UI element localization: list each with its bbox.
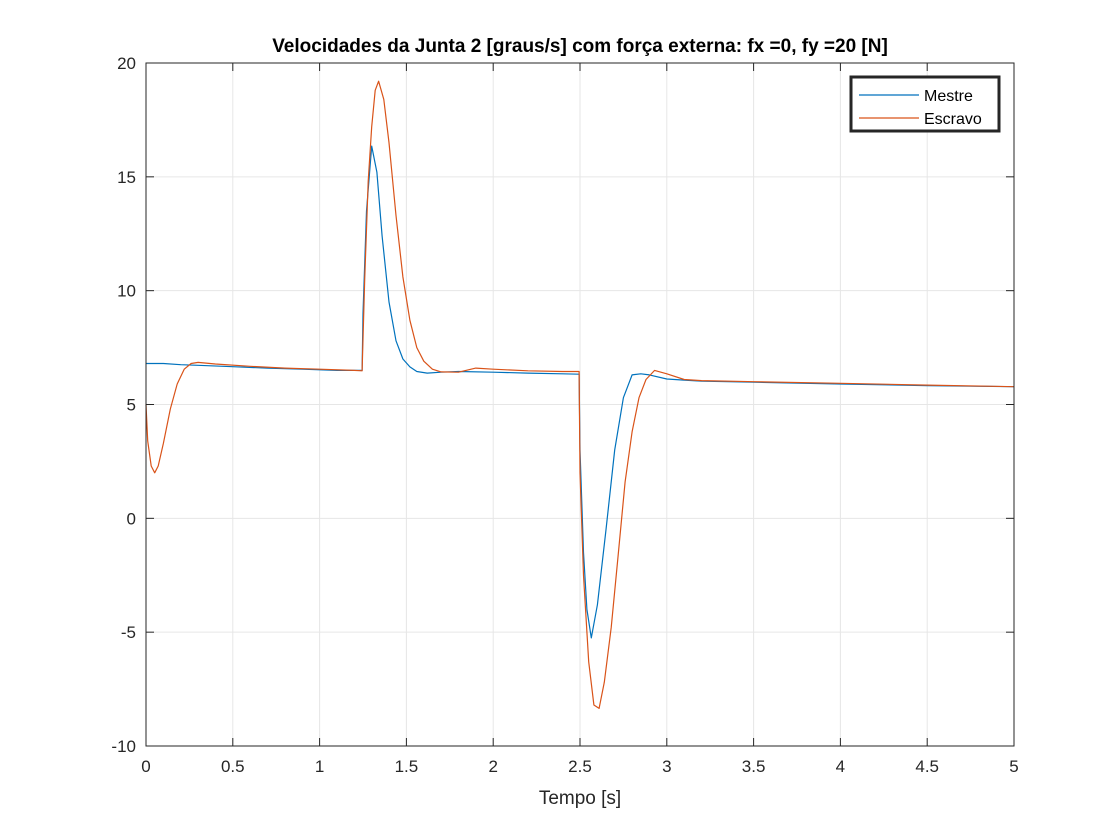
legend-label-mestre: Mestre — [924, 88, 973, 105]
x-tick-label: 2 — [488, 757, 497, 776]
chart-title: Velocidades da Junta 2 [graus/s] com for… — [272, 36, 888, 57]
y-tick-label: 5 — [127, 396, 136, 415]
x-tick-label: 1.5 — [395, 757, 419, 776]
series-line-escravo — [145, 80, 1015, 710]
x-axis-label: Tempo [s] — [539, 788, 621, 809]
legend-box — [849, 75, 1001, 133]
x-tick-label: 0.5 — [221, 757, 245, 776]
x-tick-label: 3.5 — [742, 757, 766, 776]
x-tick-label: 5 — [1009, 757, 1018, 776]
x-tick-label: 1 — [315, 757, 324, 776]
x-tick-label: 3 — [662, 757, 671, 776]
x-tick-label: 0 — [141, 757, 150, 776]
y-tick-label: 15 — [117, 168, 136, 187]
legend: Mestre Escravo — [849, 75, 1001, 133]
x-tick-label: 4 — [836, 757, 845, 776]
ticks — [145, 62, 1015, 747]
series-lines — [145, 80, 1015, 710]
legend-label-escravo: Escravo — [924, 111, 982, 128]
tick-labels: 0 0.5 1 1.5 2 2.5 3 3.5 4 4.5 5 -10 -5 0 5 10 15 20 — [111, 54, 1018, 776]
y-tick-label: 20 — [117, 54, 136, 73]
y-tick-label: 0 — [127, 509, 136, 528]
y-tick-label: -5 — [121, 623, 136, 642]
y-tick-label: -10 — [111, 737, 136, 756]
y-tick-label: 10 — [117, 282, 136, 301]
x-tick-label: 4.5 — [915, 757, 939, 776]
x-tick-label: 2.5 — [568, 757, 592, 776]
